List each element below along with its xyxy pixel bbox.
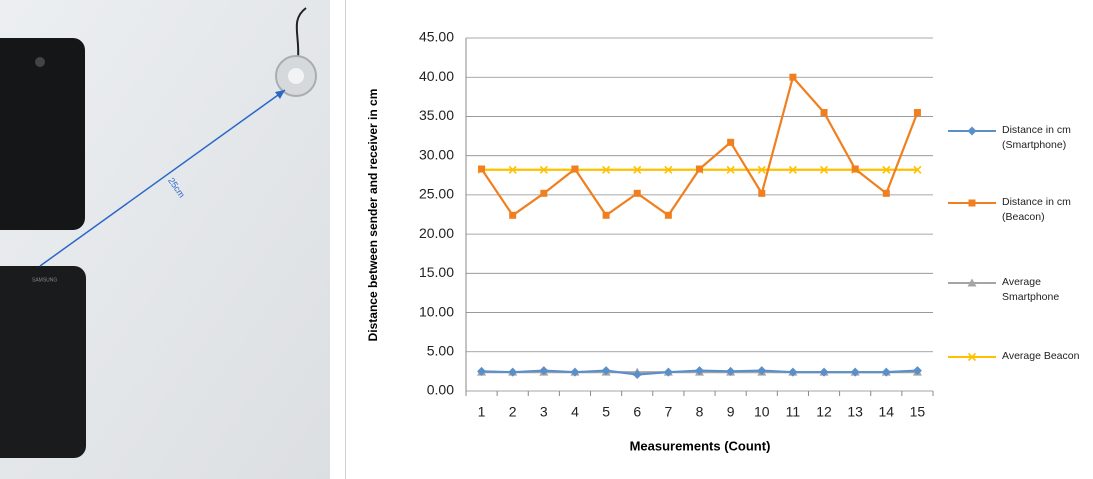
marker-diamond xyxy=(539,366,549,376)
beacon-cable xyxy=(295,7,307,59)
photo: SAMSUNG 25cm xyxy=(0,0,330,479)
distance-arrow xyxy=(39,89,286,267)
legend-label: Distance in cm (Smartphone) xyxy=(1002,124,1071,151)
marker-diamond xyxy=(601,366,611,376)
marker-square xyxy=(696,165,703,173)
marker-square xyxy=(478,165,486,173)
marker-square xyxy=(758,189,766,197)
marker-square xyxy=(540,189,548,197)
marker-square xyxy=(913,109,921,117)
marker-diamond xyxy=(850,367,860,377)
marker-diamond xyxy=(477,366,487,376)
beacon-center xyxy=(288,68,304,84)
x-tick-label: 5 xyxy=(602,404,610,420)
marker-x xyxy=(664,165,673,174)
marker-diamond xyxy=(695,366,704,376)
x-tick-label: 4 xyxy=(571,404,579,420)
y-tick-label: 5.00 xyxy=(427,342,454,358)
x-tick-label: 15 xyxy=(910,404,926,420)
marker-diamond xyxy=(967,126,977,136)
marker-diamond xyxy=(663,367,673,377)
y-tick-label: 15.00 xyxy=(419,264,454,280)
x-tick-label: 8 xyxy=(696,404,704,420)
marker-x xyxy=(726,165,735,174)
marker-square xyxy=(727,138,735,146)
marker-square xyxy=(851,165,859,173)
marker-triangle xyxy=(967,278,977,287)
legend-label: Average Smartphone xyxy=(1002,276,1060,303)
marker-diamond xyxy=(632,370,642,380)
marker-square xyxy=(968,199,976,207)
marker-square xyxy=(602,211,610,219)
marker-square xyxy=(509,211,517,219)
marker-x xyxy=(819,165,829,174)
phone-top xyxy=(0,38,85,230)
marker-x xyxy=(757,165,766,174)
marker-square xyxy=(882,189,890,197)
x-tick-label: 9 xyxy=(727,404,735,420)
marker-diamond xyxy=(881,367,891,377)
marker-diamond xyxy=(570,367,580,377)
phone-camera xyxy=(35,57,45,67)
marker-diamond xyxy=(819,367,829,377)
marker-diamond xyxy=(912,366,922,376)
x-tick-label: 10 xyxy=(754,404,770,420)
x-tick-label: 1 xyxy=(478,404,486,420)
marker-x xyxy=(633,165,642,174)
x-tick-label: 12 xyxy=(816,404,832,420)
y-tick-label: 40.00 xyxy=(419,68,454,84)
y-tick-label: 20.00 xyxy=(419,225,454,241)
arrow-head xyxy=(275,90,285,99)
x-tick-label: 7 xyxy=(664,404,672,420)
x-tick-label: 13 xyxy=(847,404,863,420)
marker-square xyxy=(633,189,641,197)
marker-square xyxy=(571,165,579,173)
y-tick-label: 25.00 xyxy=(419,186,454,202)
marker-diamond xyxy=(508,367,518,377)
y-tick-label: 0.00 xyxy=(427,382,454,398)
y-tick-label: 30.00 xyxy=(419,146,454,162)
marker-diamond xyxy=(788,367,798,377)
marker-diamond xyxy=(757,366,767,376)
marker-x xyxy=(967,352,977,362)
y-tick-label: 45.00 xyxy=(419,29,454,45)
marker-x xyxy=(913,165,922,174)
legend-label: Average Beacon xyxy=(1002,350,1080,362)
marker-square xyxy=(664,211,672,219)
x-axis-title: Measurements (Count) xyxy=(630,438,771,453)
marker-x xyxy=(508,165,517,174)
marker-x xyxy=(539,165,548,174)
x-tick-label: 6 xyxy=(633,404,641,420)
x-tick-label: 2 xyxy=(509,404,517,420)
marker-square xyxy=(820,109,828,117)
marker-x xyxy=(882,165,891,174)
y-axis-title: Distance between sender and receiver in … xyxy=(366,89,380,342)
y-tick-label: 35.00 xyxy=(419,107,454,123)
phone-brand: SAMSUNG xyxy=(32,277,57,283)
x-tick-label: 11 xyxy=(786,404,801,420)
phone-bottom xyxy=(0,266,86,458)
marker-x xyxy=(602,165,611,174)
y-tick-label: 10.00 xyxy=(419,303,454,319)
legend-label: Distance in cm (Beacon) xyxy=(1002,196,1071,223)
x-tick-label: 14 xyxy=(879,404,895,420)
marker-diamond xyxy=(726,366,736,376)
x-tick-label: 3 xyxy=(540,404,548,420)
marker-x xyxy=(788,165,797,174)
marker-square xyxy=(789,73,797,81)
